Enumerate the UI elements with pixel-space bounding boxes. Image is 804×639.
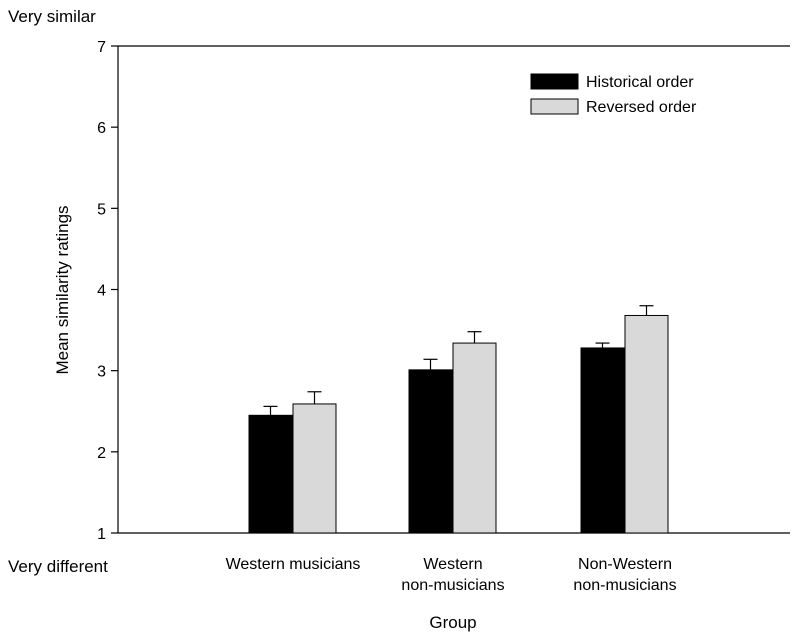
y-axis: Very similar Very different Mean similar… <box>8 7 118 576</box>
legend-swatch <box>530 73 579 90</box>
bar-reversed-1 <box>452 342 497 534</box>
bar-historical-1 <box>408 369 453 534</box>
legend-swatch <box>530 98 579 115</box>
bar-reversed-0 <box>292 403 337 534</box>
x-axis-title: Group <box>429 613 476 632</box>
y-tick-label: 3 <box>97 364 106 381</box>
bar-historical-2 <box>580 347 625 534</box>
legend-label: Reversed order <box>586 99 697 116</box>
y-tick-label: 6 <box>97 120 106 137</box>
x-tick-labels: Western musicians Western non-musicians Non… <box>226 556 677 594</box>
legend-label: Historical order <box>586 74 694 91</box>
y-tick-label: 2 <box>97 445 106 462</box>
x-tick-label: Western <box>423 556 482 573</box>
y-tick-label: 5 <box>97 201 106 218</box>
bars-group <box>248 305 669 534</box>
y-bottom-anchor-label: Very different <box>8 557 108 576</box>
x-tick-label: non-musicians <box>573 577 676 594</box>
y-axis-title: Mean similarity ratings <box>53 205 72 374</box>
bar-historical-0 <box>248 414 293 534</box>
x-tick-label: Western musicians <box>226 556 361 573</box>
y-tick-label: 7 <box>97 39 106 56</box>
legend: Historical order Reversed order <box>530 73 697 116</box>
x-tick-label: Non-Western <box>578 556 672 573</box>
x-tick-label: non-musicians <box>401 577 504 594</box>
y-tick-label: 1 <box>97 526 106 543</box>
y-top-anchor-label: Very similar <box>8 7 96 26</box>
bar-reversed-2 <box>624 314 669 534</box>
y-tick-label: 4 <box>97 283 106 300</box>
